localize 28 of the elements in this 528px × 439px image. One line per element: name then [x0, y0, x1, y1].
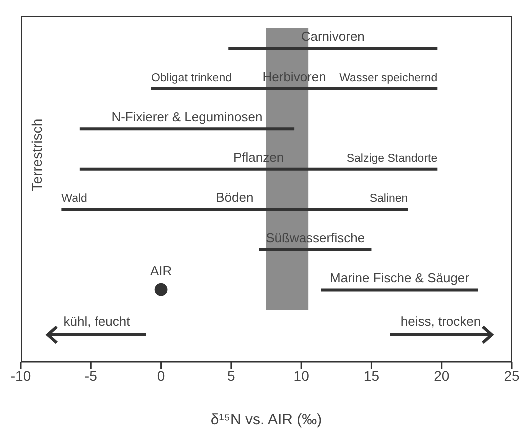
annotation: Obligat trinkend [151, 72, 232, 84]
y-tick-label: N-Fixierer & Leguminosen [112, 110, 263, 125]
x-tick-label: 25 [504, 368, 520, 384]
x-tick-label: 0 [157, 368, 166, 384]
x-tick-label: -10 [10, 368, 32, 384]
x-axis-title: δ¹⁵N vs. AIR (‰) [210, 412, 322, 429]
annotation: Wald [62, 193, 88, 206]
x-tick-label: 5 [228, 368, 236, 384]
bar [151, 87, 438, 90]
bar [228, 47, 438, 50]
bar [80, 128, 295, 131]
annotation: Salzige Standorte [346, 152, 438, 165]
y-axis-title: Terrestrisch [29, 118, 45, 192]
annotation: Salinen [370, 193, 408, 206]
bar [321, 288, 478, 292]
y-tick-label: Böden [216, 190, 254, 206]
text: kühl, feucht [64, 314, 131, 329]
x-tick-label: 10 [294, 368, 310, 384]
bar [259, 248, 372, 252]
annotation: Wasser speichernd [340, 72, 438, 84]
bar [62, 208, 408, 212]
x-tick-label: -5 [84, 368, 98, 384]
bar [80, 168, 438, 171]
text: heiss, trocken [400, 314, 482, 329]
y-tick-label: Marine Fische & Säuger [330, 270, 470, 286]
x-tick-label: 15 [364, 368, 380, 384]
series-label: AIR [150, 263, 172, 278]
x-tick-label: 20 [434, 368, 450, 384]
